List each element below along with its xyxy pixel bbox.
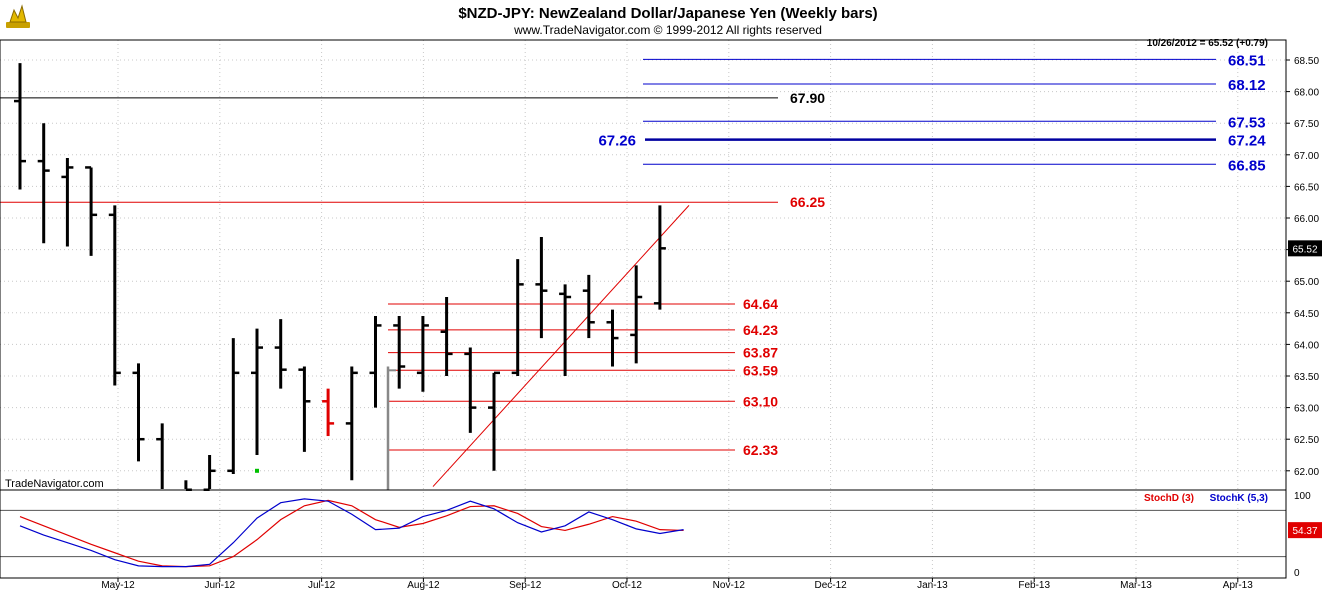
stoch-d-legend: StochD (3)	[1144, 493, 1194, 504]
price-axis-label: 66.50	[1294, 182, 1319, 193]
current-price-box	[1288, 240, 1322, 257]
price-axis-label: 63.50	[1294, 372, 1319, 383]
price-axis-label: 63.00	[1294, 404, 1319, 415]
chart-subtitle: www.TradeNavigator.com © 1999-2012 All r…	[513, 23, 822, 37]
last-quote-label: 10/26/2012 = 65.52 (+0.79)	[1147, 38, 1268, 49]
stoch-d-line	[19, 499, 684, 568]
support-line-label: 67.90	[790, 90, 825, 106]
support-line-label: 63.10	[743, 393, 778, 409]
target-line-label: 68.51	[1228, 52, 1266, 69]
target-line-label: 67.24	[1228, 133, 1266, 150]
axes: 68.5068.0067.5067.0066.5066.0065.5065.00…	[0, 39, 1322, 591]
time-axis-label: Mar-13	[1120, 580, 1152, 591]
support-line-label: 62.33	[743, 442, 778, 458]
target-line-label: 67.53	[1228, 114, 1266, 131]
price-axis-label: 68.00	[1294, 88, 1319, 99]
stoch-k-line	[19, 498, 684, 568]
price-axis-label: 64.50	[1294, 309, 1319, 320]
time-axis-label: May-12	[101, 580, 135, 591]
trend-lines	[386, 205, 690, 490]
target-line-label: 68.12	[1228, 77, 1266, 94]
price-axis-label: 64.00	[1294, 340, 1319, 351]
support-line-label: 66.25	[790, 194, 825, 210]
target-line-label: 66.85	[1228, 157, 1266, 174]
current-price-label: 65.52	[1292, 244, 1317, 255]
stoch-k-legend: StochK (5,3)	[1210, 493, 1268, 504]
price-axis-label: 67.00	[1294, 151, 1319, 162]
support-line-label: 63.87	[743, 345, 778, 361]
target-left-label: 67.26	[598, 133, 636, 150]
time-axis-label: Jan-13	[917, 580, 948, 591]
watermark: TradeNavigator.com	[5, 478, 104, 490]
time-axis-label: Jun-12	[205, 580, 236, 591]
time-axis-label: Aug-12	[407, 580, 440, 591]
price-axis-label: 62.00	[1294, 467, 1319, 478]
stoch-axis-label: 100	[1294, 491, 1311, 502]
price-axis-label: 65.00	[1294, 277, 1319, 288]
time-grid	[117, 40, 1239, 578]
support-line-label: 64.23	[743, 322, 778, 338]
price-axis-label: 67.50	[1294, 119, 1319, 130]
price-axis-label: 62.50	[1294, 435, 1319, 446]
stochastic-panel: 100 0 StochD (3) StochK (5,3) 54.37	[0, 491, 1322, 579]
plot-frame	[0, 39, 1287, 579]
signal-dot	[255, 468, 259, 473]
support-line-label: 64.64	[743, 296, 778, 312]
price-bars	[14, 63, 666, 492]
stoch-value-label: 54.37	[1292, 526, 1317, 537]
stoch-axis-label: 0	[1294, 568, 1300, 579]
time-axis-label: Apr-13	[1223, 580, 1253, 591]
chart-title: $NZD-JPY: NewZealand Dollar/Japanese Yen…	[458, 5, 877, 22]
support-line-label: 63.59	[743, 362, 778, 378]
price-axis-label: 66.00	[1294, 214, 1319, 225]
price-axis-label: 68.50	[1294, 56, 1319, 67]
time-axis-label: Oct-12	[612, 580, 642, 591]
time-axis-label: Dec-12	[814, 580, 847, 591]
trade-navigator-logo-icon	[6, 4, 30, 28]
time-axis-label: Sep-12	[509, 580, 542, 591]
time-axis-label: Jul-12	[308, 580, 336, 591]
time-axis-label: Feb-13	[1018, 580, 1050, 591]
stoch-value-box	[1288, 522, 1322, 539]
trend-line	[432, 205, 690, 487]
time-axis-label: Nov-12	[713, 580, 746, 591]
